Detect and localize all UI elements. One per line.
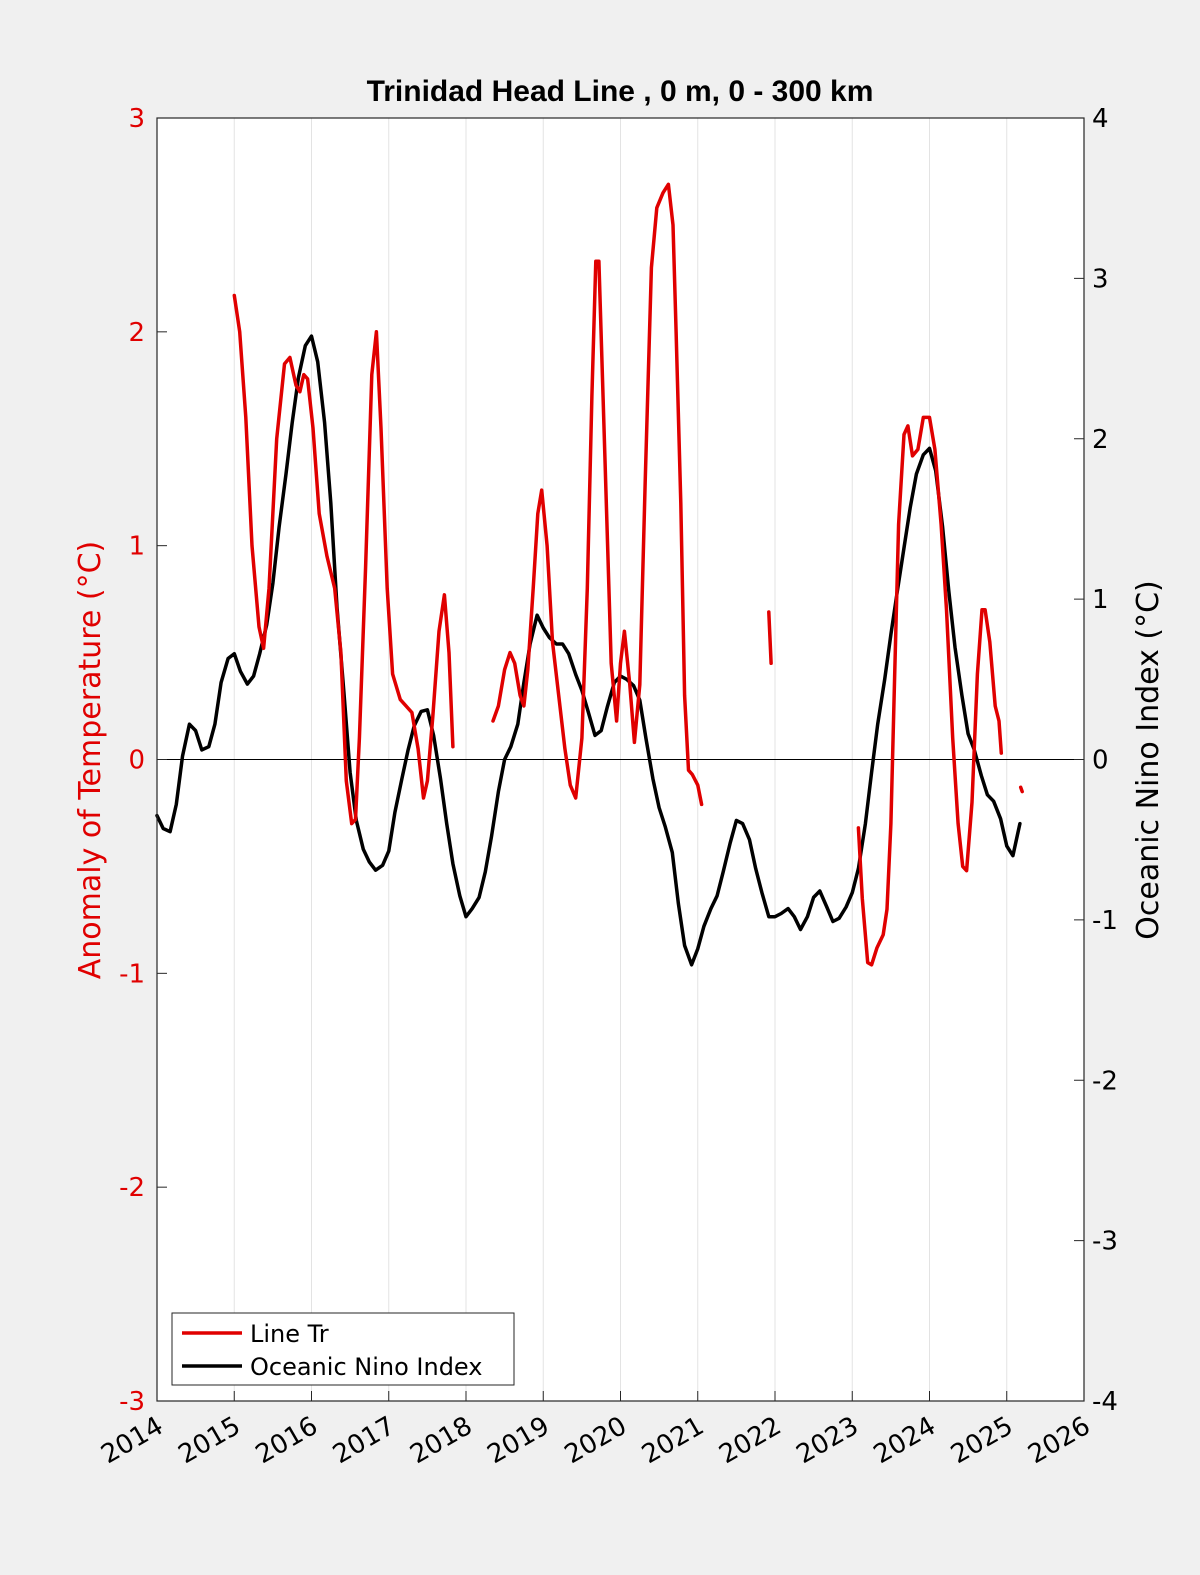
legend-label-oni: Oceanic Nino Index bbox=[250, 1353, 482, 1381]
left-tick-label-1: 1 bbox=[128, 532, 145, 562]
right-axis-ticks: -4 -3 -2 -1 0 1 2 3 4 bbox=[1074, 104, 1118, 1417]
left-tick-label--2: -2 bbox=[119, 1173, 145, 1203]
right-tick-label-2: 2 bbox=[1092, 425, 1109, 455]
legend: Line Tr Oceanic Nino Index bbox=[171, 1312, 515, 1386]
right-tick-label-1: 1 bbox=[1092, 585, 1109, 615]
series-line-tr-segment-3 bbox=[856, 415, 1004, 967]
right-tick-label--2: -2 bbox=[1092, 1066, 1118, 1096]
x-tick-label-2022: 2022 bbox=[714, 1411, 786, 1470]
chart-title: Trinidad Head Line , 0 m, 0 - 300 km bbox=[367, 75, 874, 108]
legend-label-line-tr: Line Tr bbox=[250, 1320, 329, 1348]
legend-box bbox=[171, 1312, 515, 1386]
x-tick-label-2018: 2018 bbox=[405, 1411, 477, 1470]
left-tick-label-2: 2 bbox=[128, 318, 145, 348]
x-tick-label-2019: 2019 bbox=[482, 1411, 554, 1470]
x-tick-label-2017: 2017 bbox=[328, 1411, 400, 1470]
x-tick-label-2015: 2015 bbox=[173, 1411, 245, 1470]
left-tick-label-0: 0 bbox=[128, 746, 145, 776]
x-tick-label-2024: 2024 bbox=[869, 1411, 941, 1470]
series-line-tr-segment-0 bbox=[232, 293, 455, 826]
right-tick-label--1: -1 bbox=[1092, 906, 1118, 936]
series-oni-segment-0 bbox=[155, 334, 1022, 967]
x-tick-label-2014: 2014 bbox=[96, 1411, 168, 1470]
series-line-tr-segment-4 bbox=[1018, 785, 1024, 794]
right-tick-label--3: -3 bbox=[1092, 1227, 1118, 1257]
left-axis-label: Anomaly of Temperature (°C) bbox=[73, 541, 108, 980]
series-line-tr-segment-2 bbox=[767, 610, 773, 666]
x-tick-label-2020: 2020 bbox=[560, 1411, 632, 1470]
right-axis-label: Oceanic Nino Index (°C) bbox=[1131, 580, 1166, 940]
left-axis-ticks: -3 -2 -1 0 1 2 3 bbox=[119, 104, 167, 1417]
left-tick-label-3: 3 bbox=[128, 104, 145, 134]
left-tick-label--3: -3 bbox=[119, 1387, 145, 1417]
x-tick-label-2023: 2023 bbox=[791, 1411, 863, 1470]
x-tick-label-2026: 2026 bbox=[1023, 1411, 1095, 1470]
series-line-tr-segment-1 bbox=[491, 182, 704, 807]
right-tick-label-3: 3 bbox=[1092, 264, 1109, 294]
right-tick-label-0: 0 bbox=[1092, 746, 1109, 776]
right-tick-label--4: -4 bbox=[1092, 1387, 1118, 1417]
x-tick-label-2025: 2025 bbox=[946, 1411, 1018, 1470]
right-tick-label-4: 4 bbox=[1092, 104, 1109, 134]
x-tick-label-2016: 2016 bbox=[251, 1411, 323, 1470]
x-tick-label-2021: 2021 bbox=[637, 1411, 709, 1470]
x-axis-ticks: 2014 2015 2016 2017 2018 2019 2020 2021 2022 2023… bbox=[96, 1391, 1096, 1470]
series-group bbox=[155, 182, 1024, 967]
left-tick-label--1: -1 bbox=[119, 959, 145, 989]
